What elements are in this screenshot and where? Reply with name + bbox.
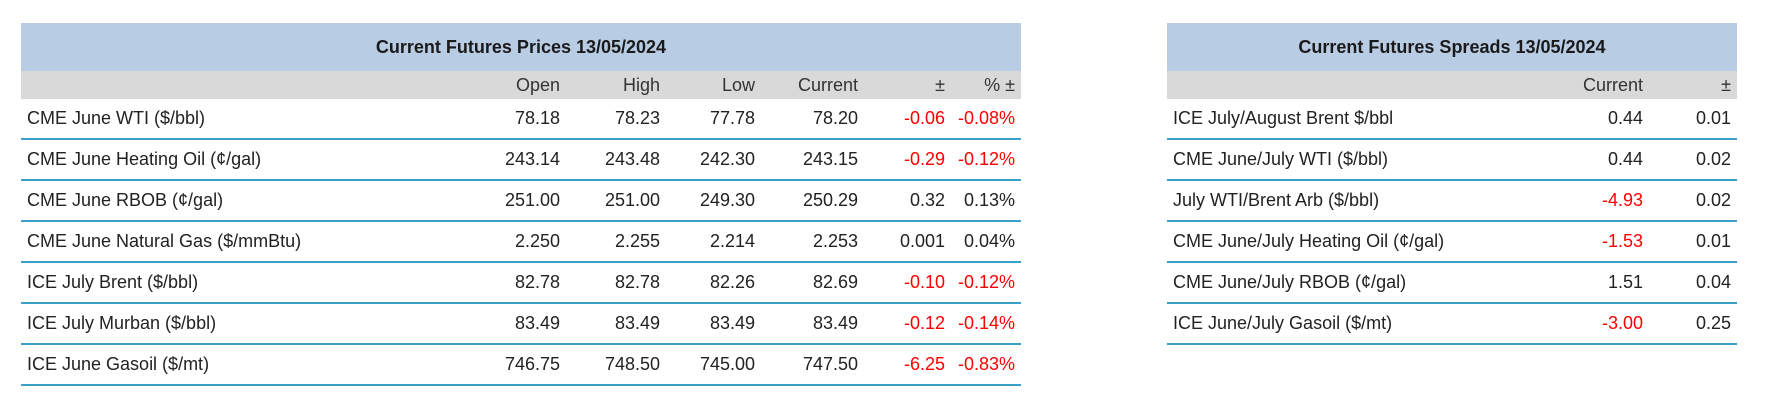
- data-row: CME June Natural Gas ($/mmBtu) 2.250 2.255…: [21, 221, 1022, 263]
- cell: 82.26: [666, 262, 761, 304]
- data-row: CME June WTI ($/bbl) 78.18 78.23 77.78 78.20…: [21, 99, 1022, 140]
- cell: 745.00: [666, 344, 761, 386]
- column-header: Open: [461, 71, 566, 99]
- row-label: ICE July/August Brent $/bbl: [1167, 99, 1540, 140]
- column-header-row: Current ±: [1167, 71, 1737, 99]
- cell: 0.04%: [951, 221, 1022, 263]
- row-label: ICE July Murban ($/bbl): [21, 303, 461, 345]
- cell: 0.04: [1649, 262, 1737, 304]
- data-row: CME June RBOB (¢/gal) 251.00 251.00 249.30 2…: [21, 180, 1022, 222]
- column-header: ±: [1649, 71, 1737, 99]
- title-row: Current Futures Prices 13/05/2024: [21, 23, 1022, 71]
- column-header-row: Open High Low Current ±% ±: [21, 71, 1022, 99]
- data-row: CME June/July Heating Oil (¢/gal) -1.53 0.…: [1167, 221, 1737, 263]
- cell: 2.253: [761, 221, 864, 263]
- cell: 0.001: [864, 221, 951, 263]
- cell: -1.53: [1540, 221, 1649, 263]
- column-header: ±: [864, 71, 951, 99]
- data-row: CME June/July WTI ($/bbl) 0.44 0.02: [1167, 139, 1737, 181]
- data-row: CME June/July RBOB (¢/gal) 1.51 0.04: [1167, 262, 1737, 304]
- cell: 1.51: [1540, 262, 1649, 304]
- cell: 2.255: [566, 221, 666, 263]
- cell: 0.02: [1649, 180, 1737, 222]
- row-label: CME June/July RBOB (¢/gal): [1167, 262, 1540, 304]
- row-label: CME June RBOB (¢/gal): [21, 180, 461, 222]
- cell: 251.00: [566, 180, 666, 222]
- cell: -0.12%: [951, 139, 1022, 181]
- column-header: Low: [666, 71, 761, 99]
- cell: 746.75: [461, 344, 566, 386]
- data-row: ICE June/July Gasoil ($/mt) -3.00 0.25: [1167, 303, 1737, 345]
- cell: 0.13%: [951, 180, 1022, 222]
- cell: 243.48: [566, 139, 666, 181]
- cell: 2.214: [666, 221, 761, 263]
- cell: 0.44: [1540, 139, 1649, 181]
- cell: 0.01: [1649, 99, 1737, 140]
- cell: 83.49: [761, 303, 864, 345]
- cell: 250.29: [761, 180, 864, 222]
- cell: 83.49: [461, 303, 566, 345]
- cell: -0.14%: [951, 303, 1022, 345]
- cell: 251.00: [461, 180, 566, 222]
- cell: 0.25: [1649, 303, 1737, 345]
- cell: -0.29: [864, 139, 951, 181]
- column-header: % ±: [951, 71, 1022, 99]
- data-row: ICE June Gasoil ($/mt) 746.75 748.50 745.00…: [21, 344, 1022, 386]
- table-title: Current Futures Spreads 13/05/2024: [1167, 23, 1737, 71]
- cell: -0.08%: [951, 99, 1022, 140]
- futures-prices-table: Current Futures Prices 13/05/2024 Open Hig…: [21, 23, 1022, 386]
- row-label: CME June/July Heating Oil (¢/gal): [1167, 221, 1540, 263]
- column-header: High: [566, 71, 666, 99]
- cell: 82.78: [566, 262, 666, 304]
- cell: 243.15: [761, 139, 864, 181]
- row-label: CME June Heating Oil (¢/gal): [21, 139, 461, 181]
- cell: 748.50: [566, 344, 666, 386]
- cell: 83.49: [566, 303, 666, 345]
- cell: 82.78: [461, 262, 566, 304]
- cell: 243.14: [461, 139, 566, 181]
- cell: -0.12: [864, 303, 951, 345]
- row-label: ICE July Brent ($/bbl): [21, 262, 461, 304]
- cell: -6.25: [864, 344, 951, 386]
- cell: 249.30: [666, 180, 761, 222]
- row-label: CME June/July WTI ($/bbl): [1167, 139, 1540, 181]
- table-title: Current Futures Prices 13/05/2024: [21, 23, 1022, 71]
- cell: 83.49: [666, 303, 761, 345]
- row-label: CME June WTI ($/bbl): [21, 99, 461, 140]
- data-row: CME June Heating Oil (¢/gal) 243.14 243.48…: [21, 139, 1022, 181]
- row-label: July WTI/Brent Arb ($/bbl): [1167, 180, 1540, 222]
- cell: -4.93: [1540, 180, 1649, 222]
- row-label: ICE June/July Gasoil ($/mt): [1167, 303, 1540, 345]
- column-header-blank: [21, 71, 461, 99]
- column-header-blank: [1167, 71, 1540, 99]
- data-row: ICE July/August Brent $/bbl 0.44 0.01: [1167, 99, 1737, 140]
- cell: -0.06: [864, 99, 951, 140]
- cell: -0.10: [864, 262, 951, 304]
- cell: 2.250: [461, 221, 566, 263]
- data-row: ICE July Murban ($/bbl) 83.49 83.49 83.49 83…: [21, 303, 1022, 345]
- cell: 78.20: [761, 99, 864, 140]
- cell: -0.83%: [951, 344, 1022, 386]
- cell: 78.23: [566, 99, 666, 140]
- row-label: ICE June Gasoil ($/mt): [21, 344, 461, 386]
- title-row: Current Futures Spreads 13/05/2024: [1167, 23, 1737, 71]
- cell: 78.18: [461, 99, 566, 140]
- cell: 0.01: [1649, 221, 1737, 263]
- cell: 747.50: [761, 344, 864, 386]
- cell: 242.30: [666, 139, 761, 181]
- data-row: July WTI/Brent Arb ($/bbl) -4.93 0.02: [1167, 180, 1737, 222]
- cell: 0.44: [1540, 99, 1649, 140]
- cell: -0.12%: [951, 262, 1022, 304]
- data-row: ICE July Brent ($/bbl) 82.78 82.78 82.26 82.…: [21, 262, 1022, 304]
- futures-spreads-table: Current Futures Spreads 13/05/2024 Curren…: [1167, 23, 1737, 345]
- cell: 0.02: [1649, 139, 1737, 181]
- column-header: Current: [761, 71, 864, 99]
- cell: 0.32: [864, 180, 951, 222]
- column-header: Current: [1540, 71, 1649, 99]
- cell: 77.78: [666, 99, 761, 140]
- row-label: CME June Natural Gas ($/mmBtu): [21, 221, 461, 263]
- cell: 82.69: [761, 262, 864, 304]
- cell: -3.00: [1540, 303, 1649, 345]
